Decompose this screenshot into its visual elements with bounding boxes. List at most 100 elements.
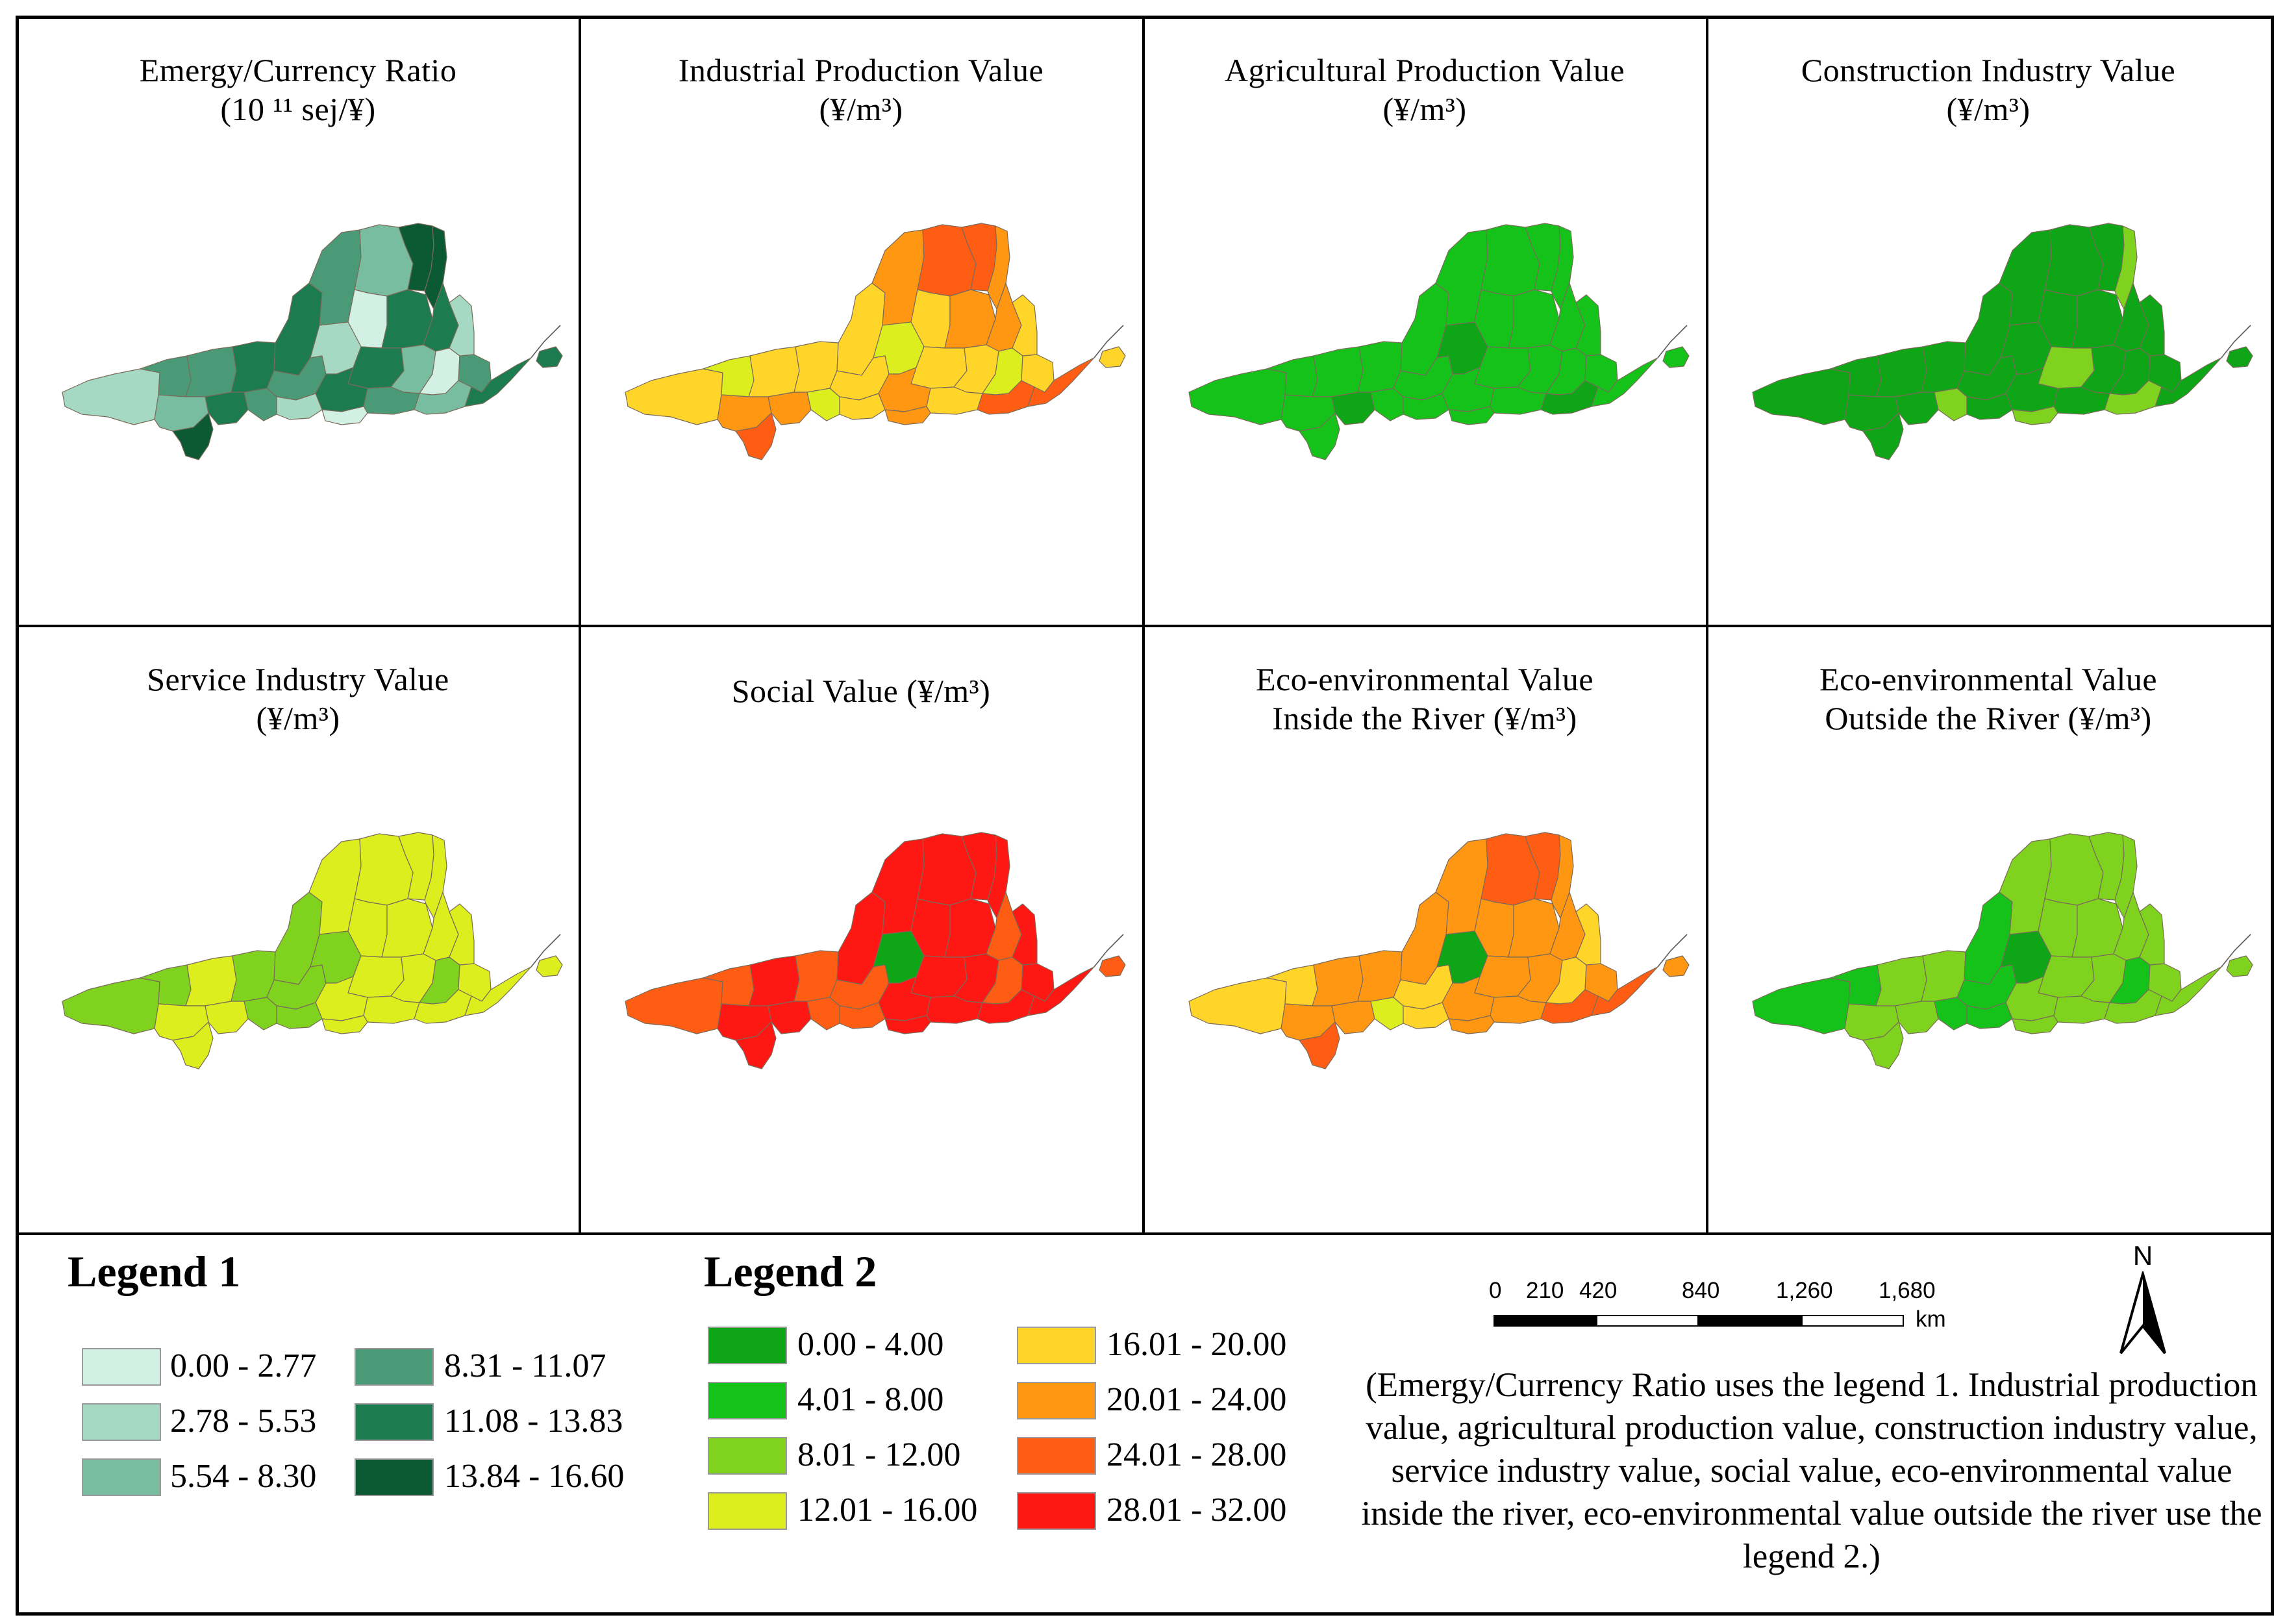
- legend-2-swatch: [1017, 1327, 1096, 1364]
- panel-title: Social Value (¥/m³): [731, 673, 991, 709]
- legend-2-label: 16.01 - 20.00: [1106, 1326, 1287, 1363]
- map-region: [748, 955, 800, 1006]
- map-region: [1099, 346, 1126, 368]
- legend-1-swatch: [355, 1403, 434, 1441]
- choropleth-map: [1752, 832, 2253, 1069]
- map-region: [1966, 393, 2013, 420]
- map-region: [1934, 997, 1968, 1031]
- scale-tick: 1,680: [1879, 1278, 1936, 1303]
- map-region: [321, 406, 368, 425]
- map-region: [2226, 955, 2253, 977]
- grid-divider: [18, 625, 2271, 627]
- map-panel-service-industry-value: Service Industry Value (¥/m³): [17, 626, 579, 1235]
- legend-note: (Emergy/Currency Ratio uses the legend 1…: [1361, 1366, 2262, 1575]
- map-region: [62, 977, 160, 1034]
- map-region: [735, 1021, 777, 1069]
- map-region: [944, 289, 996, 349]
- legend-2-label: 24.01 - 28.00: [1106, 1436, 1287, 1473]
- river-estuary-line: [531, 325, 561, 358]
- map-region: [536, 955, 563, 977]
- map-region: [987, 225, 1010, 310]
- scale-bar-segment: [1596, 1315, 1699, 1327]
- map-region: [1508, 289, 1560, 349]
- map-panel-industrial-production-value: Industrial Production Value (¥/m³): [580, 17, 1142, 626]
- choropleth-map: [1188, 223, 1690, 460]
- map-region: [1299, 1021, 1340, 1069]
- scale-tick: 210: [1526, 1278, 1564, 1303]
- legend-2-swatch: [708, 1437, 787, 1475]
- map-region: [1862, 412, 1904, 460]
- choropleth-map: [625, 223, 1126, 460]
- scale-tick: 0: [1489, 1278, 1502, 1303]
- map-region: [839, 1002, 886, 1029]
- map-region: [2012, 1015, 2058, 1034]
- map-region: [276, 1002, 323, 1029]
- map-region: [1448, 406, 1495, 425]
- map-region: [1752, 977, 1851, 1034]
- legend-2-swatch: [708, 1492, 787, 1530]
- map-panel-construction-industry-value: Construction Industry Value (¥/m³): [1707, 17, 2269, 626]
- map-region: [205, 392, 249, 425]
- legend-2-swatch: [1017, 1437, 1096, 1475]
- map-region: [1895, 1001, 1939, 1034]
- map-region: [748, 346, 800, 397]
- map-panel-agricultural-production-value: Agricultural Production Value (¥/m³): [1144, 17, 1706, 626]
- map-region: [1403, 393, 1449, 420]
- map-region: [244, 997, 277, 1031]
- map-region: [2139, 294, 2165, 356]
- map-region: [768, 1001, 812, 1034]
- map-region: [185, 955, 237, 1006]
- scale-tick: 420: [1579, 1278, 1618, 1303]
- choropleth-map: [625, 832, 1126, 1069]
- map-region: [1551, 225, 1574, 310]
- legend-1-label: 5.54 - 8.30: [170, 1458, 317, 1495]
- map-region: [1299, 412, 1340, 460]
- map-region: [1312, 346, 1364, 397]
- legend-1-swatch: [82, 1348, 161, 1386]
- panel-title: Service Industry Value (¥/m³): [147, 661, 449, 736]
- map-panel-emergy-currency-ratio: Emergy/Currency Ratio (10 ¹¹ sej/¥): [17, 17, 579, 626]
- panel-title: Industrial Production Value (¥/m³): [678, 52, 1044, 127]
- map-region: [1312, 955, 1364, 1006]
- map-region: [1099, 955, 1126, 977]
- map-region: [987, 834, 1010, 919]
- map-region: [1875, 955, 1927, 1006]
- panel-title: Eco-environmental Value Inside the River …: [1255, 661, 1594, 736]
- map-region: [205, 1001, 249, 1034]
- scale-bar-segment: [1801, 1315, 1904, 1327]
- river-estuary-line: [1094, 325, 1124, 358]
- map-region: [806, 997, 840, 1031]
- map-region: [1370, 388, 1404, 421]
- map-region: [2071, 898, 2123, 958]
- legend-2-label: 28.01 - 32.00: [1106, 1492, 1287, 1529]
- legend-1-swatch: [355, 1458, 434, 1496]
- map-region: [172, 1021, 214, 1069]
- river-estuary-line: [2221, 934, 2251, 968]
- map-region: [1662, 346, 1690, 368]
- map-region: [2114, 834, 2138, 919]
- grid-divider: [18, 1232, 2271, 1235]
- map-region: [1012, 903, 1038, 966]
- map-region: [1188, 368, 1287, 425]
- panel-title: Eco-environmental Value Outside the River…: [1819, 661, 2158, 736]
- map-region: [185, 346, 237, 397]
- map-region: [768, 392, 812, 425]
- map-region: [1403, 1002, 1449, 1029]
- map-region: [884, 406, 931, 425]
- map-region: [884, 1015, 931, 1034]
- map-region: [2226, 346, 2253, 368]
- legend-1-label: 11.08 - 13.83: [444, 1403, 623, 1440]
- map-region: [1575, 903, 1601, 966]
- map-region: [1331, 392, 1375, 425]
- map-region: [449, 903, 475, 966]
- panel-title: Emergy/Currency Ratio (10 ¹¹ sej/¥): [139, 52, 457, 127]
- legend-1-label: 2.78 - 5.53: [170, 1403, 317, 1440]
- legend-1-label: 0.00 - 2.77: [170, 1347, 317, 1384]
- north-arrow: N: [2110, 1242, 2175, 1358]
- map-region: [381, 898, 433, 958]
- map-region: [172, 412, 214, 460]
- choropleth-map: [1188, 832, 1690, 1069]
- legend-1-swatch: [82, 1403, 161, 1441]
- figure-frame: [16, 16, 2274, 1616]
- legend-1-label: 13.84 - 16.60: [444, 1458, 625, 1495]
